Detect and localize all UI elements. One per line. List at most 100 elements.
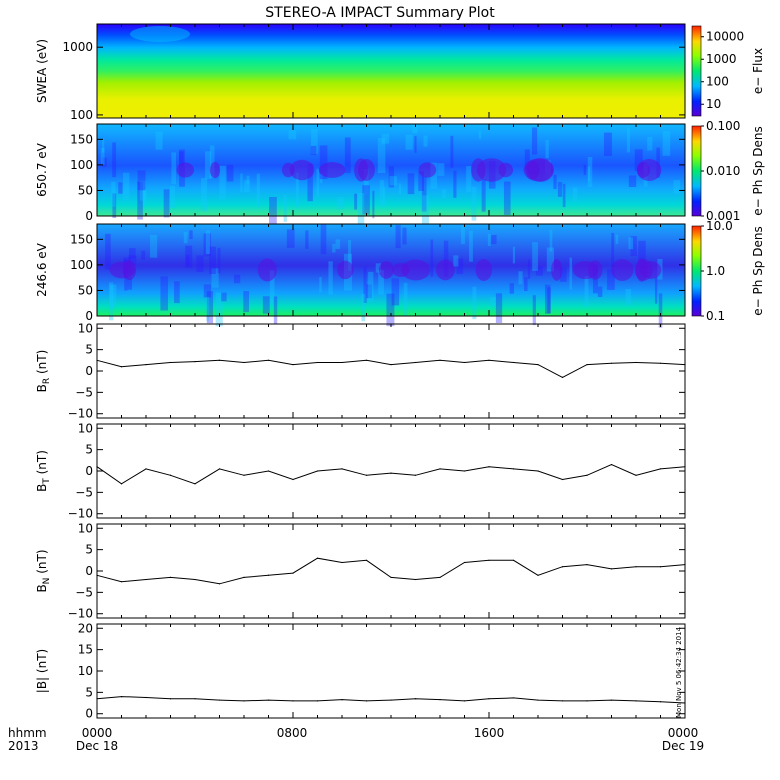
pad246-streak <box>453 255 459 267</box>
bt-panel: −10 −5 0 5 10 BT (nT) <box>35 421 686 521</box>
br-panel: −10 −5 0 5 10 BR (nT) <box>35 321 686 421</box>
bmag-point <box>365 700 368 702</box>
pad650-streak <box>311 129 318 155</box>
bt-point <box>684 466 686 468</box>
bn-point <box>169 576 172 579</box>
pad650-streak <box>226 164 234 182</box>
bn-point <box>194 578 196 581</box>
br-point <box>439 359 441 361</box>
pad246-streak <box>141 250 146 260</box>
bmag-ytick-label: 5 <box>85 685 93 699</box>
bt-point <box>96 466 98 468</box>
pad650-streak <box>421 176 427 212</box>
pad246-streak <box>611 232 615 268</box>
br-point <box>684 363 686 366</box>
pad650-streak <box>562 183 566 208</box>
pad246-streak <box>320 224 327 255</box>
bmag-ytick-label: 10 <box>78 664 93 678</box>
br-ytick-label: −10 <box>68 407 93 421</box>
pad650-streak <box>243 180 250 193</box>
pad246-streak <box>183 231 188 244</box>
bt-ylabel: BT (nT) <box>35 450 52 492</box>
bn-point <box>243 576 245 579</box>
bn-point <box>267 574 270 576</box>
bmag-point <box>684 702 686 704</box>
pad246-streak <box>402 227 407 245</box>
pad246-streak <box>658 293 663 328</box>
pad650-blob <box>176 162 194 178</box>
pad650-streak <box>414 136 417 153</box>
pad650-streak <box>344 137 351 174</box>
bt-ytick-label: 5 <box>85 443 93 457</box>
pad246-blob <box>109 261 135 279</box>
pad650-streak <box>100 147 105 165</box>
pad650-streak <box>307 163 313 202</box>
bmag-panel: 0 5 10 15 20 |B| (nT) <box>35 621 686 721</box>
pad650-streak <box>178 151 184 166</box>
pad246-streak <box>129 248 136 259</box>
pad246-streak <box>544 284 551 314</box>
bn-point <box>96 574 98 576</box>
pad246-streak <box>375 263 382 273</box>
bn-point <box>120 581 123 583</box>
pad246-streak <box>366 284 373 299</box>
pad650-blob <box>527 158 554 182</box>
swea-heatmap-field <box>97 24 685 118</box>
pad650-streak <box>553 174 557 190</box>
bt-point <box>267 470 270 472</box>
pad650-streak <box>398 183 402 195</box>
pad650-ytick-label: 100 <box>70 158 93 172</box>
pad246-streak <box>597 286 603 297</box>
pad650-streak <box>381 133 390 144</box>
bn-point <box>218 583 221 585</box>
pad246-ytick-label: 0 <box>85 309 93 323</box>
pad246-streak <box>559 267 567 282</box>
bmag-ytick-label: 20 <box>78 621 93 635</box>
pad650-streak <box>101 138 105 153</box>
pad246-streak <box>527 259 531 279</box>
bmag-point <box>635 700 637 702</box>
bt-point <box>610 463 613 466</box>
pad246-streak <box>512 246 516 264</box>
bmag-point <box>610 699 613 701</box>
bmag-point <box>586 700 588 702</box>
bn-point <box>341 561 343 564</box>
pad246-streak <box>127 277 132 290</box>
pad650-ytick-label: 0 <box>85 209 93 223</box>
bt-point <box>145 468 147 470</box>
pad246-streak <box>630 236 637 257</box>
pad246-streak <box>524 277 528 291</box>
pad650-streak <box>112 142 117 178</box>
pad246-streak <box>386 293 395 327</box>
pad650-streak <box>423 135 428 147</box>
pad650-streak <box>204 151 212 179</box>
pad650-blob <box>209 161 221 179</box>
pad246-streak <box>185 255 190 267</box>
pad650-streak <box>388 166 395 188</box>
swea-cbar-tick-label: 1000 <box>706 52 737 66</box>
pad246-streak <box>472 286 477 320</box>
bmag-point <box>537 699 539 701</box>
pad650-streak <box>372 190 375 219</box>
bn-ylabel: BN (nT) <box>35 549 52 592</box>
pad650-streak <box>200 178 208 212</box>
pad650-streak <box>418 171 425 191</box>
bt-point <box>316 470 319 472</box>
pad246-streak <box>215 292 223 327</box>
pad650-blob <box>358 158 375 182</box>
pad246-streak <box>654 276 658 304</box>
bt-ytick-label: −5 <box>75 485 93 499</box>
pad650-streak <box>240 173 243 193</box>
pad246-blob <box>573 260 599 280</box>
pad246-ytick-label: 50 <box>78 283 93 297</box>
pad650-streak <box>673 180 681 194</box>
pad650-streak <box>295 172 299 208</box>
bn-point <box>292 572 294 574</box>
bn-ytick-label: 10 <box>78 521 93 535</box>
pad650-streak <box>412 124 418 134</box>
pad246-streak <box>469 230 473 262</box>
pad650-streak <box>437 163 445 176</box>
bmag-ytick-label: 15 <box>78 643 93 657</box>
bt-point <box>414 474 417 476</box>
pad650-colorbar-label: e− Ph Sp Dens <box>751 126 765 215</box>
